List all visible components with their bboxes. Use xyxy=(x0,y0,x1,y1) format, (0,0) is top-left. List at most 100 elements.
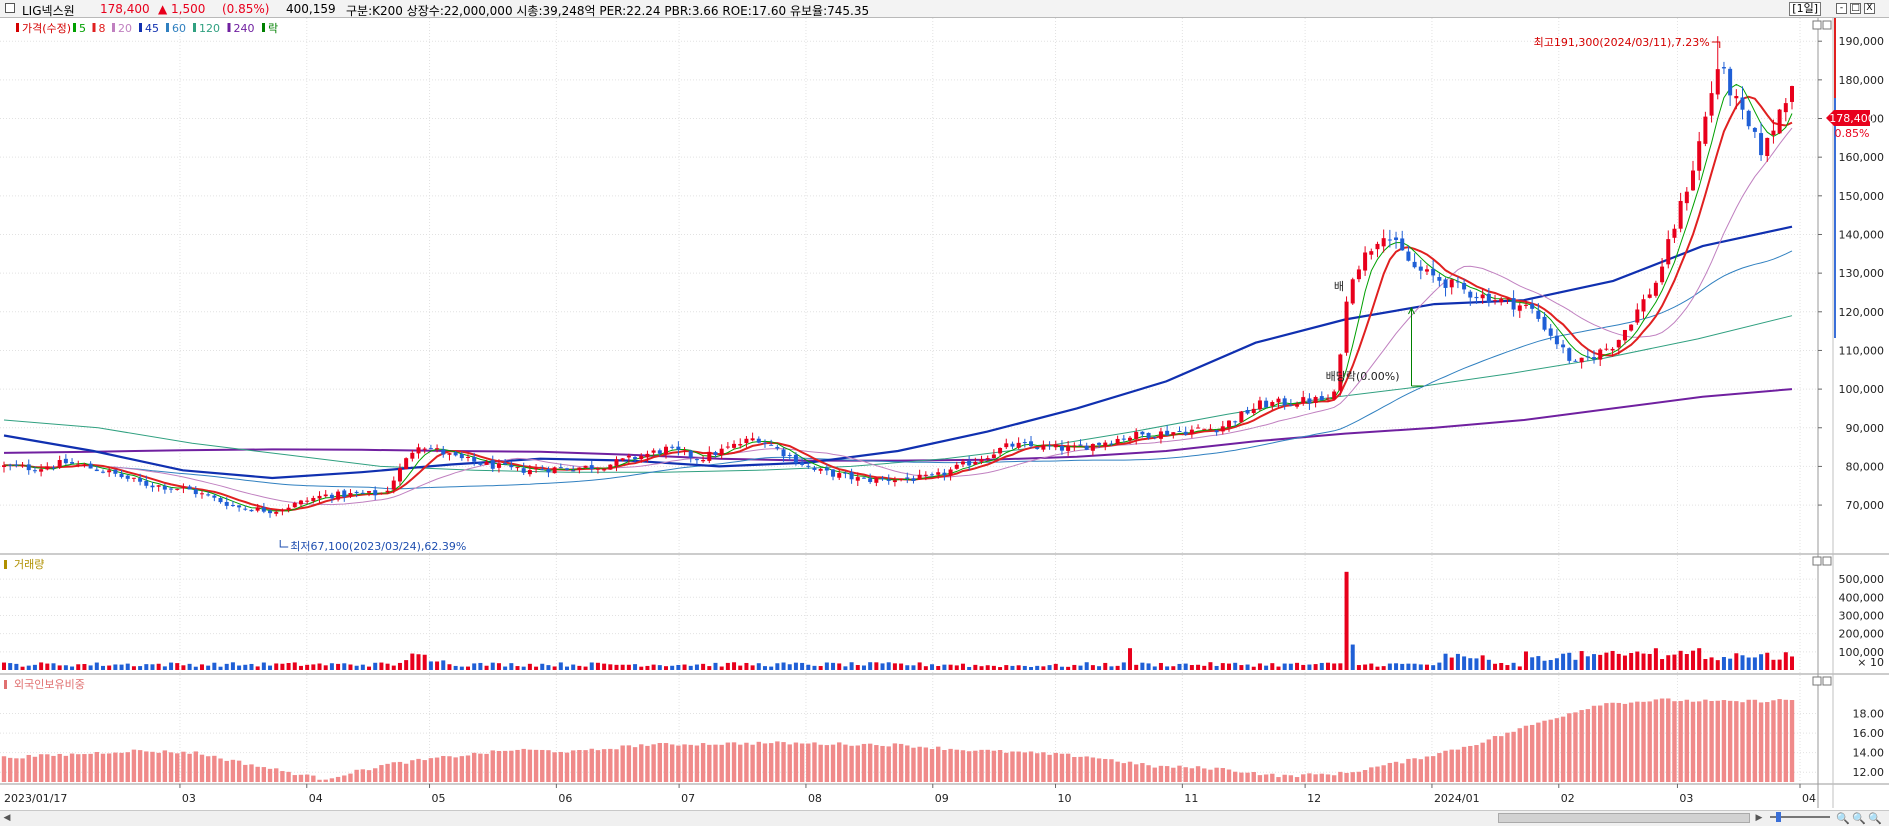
foreign-ratio-bar xyxy=(632,747,638,782)
foreign-ratio-bar xyxy=(1703,699,1708,782)
foreign-ratio-bar xyxy=(1486,739,1492,782)
foreign-ratio-bar xyxy=(1573,712,1578,782)
volume-bar xyxy=(459,666,464,670)
candle-body xyxy=(1616,339,1621,348)
candle-body xyxy=(1790,86,1794,102)
foreign-ratio-bar xyxy=(1189,768,1195,782)
foreign-ratio-bar xyxy=(1653,699,1659,782)
candle-body xyxy=(719,448,724,456)
foreign-ratio-bar xyxy=(1350,772,1355,782)
foreign-ratio-bar xyxy=(422,760,427,782)
candle-body xyxy=(645,453,650,458)
zoom-out-icon[interactable]: 🔍 xyxy=(1868,812,1882,825)
candle-body xyxy=(397,468,402,482)
foreign-ratio-bar xyxy=(267,768,273,782)
price-legend[interactable]: 가격(수정) 5 8 20 45 60 120 240 락 xyxy=(16,22,278,35)
volume-bar xyxy=(1592,654,1597,670)
horizontal-scrollbar[interactable]: ◀ ▶ 🔍 🔍 🔍 xyxy=(0,810,1889,826)
candle-body xyxy=(410,452,415,459)
minimize-icon[interactable]: - xyxy=(1836,3,1847,14)
foreign-ratio-bar xyxy=(973,750,978,782)
scroll-right-icon[interactable]: ▶ xyxy=(1755,813,1763,823)
candle-body xyxy=(466,456,471,458)
volume-bar xyxy=(1035,665,1040,670)
volume-bar xyxy=(144,664,149,670)
volume-bar xyxy=(249,663,254,670)
volume-bar xyxy=(14,663,19,670)
candle-body xyxy=(1301,397,1306,404)
candle-body xyxy=(100,471,105,473)
foreign-ratio-bar xyxy=(1338,771,1343,782)
candle-body xyxy=(930,474,935,476)
volume-bar xyxy=(812,665,817,670)
foreign-ratio-bar xyxy=(249,764,254,782)
scroll-thumb[interactable] xyxy=(1498,813,1750,823)
window-icon[interactable] xyxy=(5,3,15,13)
candle-body xyxy=(1128,437,1133,441)
stock-chart[interactable]: 최고191,300(2024/03/11),7.23% 최저67,100(2023… xyxy=(0,18,1889,810)
y-tick-label: 16.00 xyxy=(1853,727,1885,740)
x-tick-label: 02 xyxy=(1561,792,1575,805)
scroll-left-icon[interactable]: ◀ xyxy=(3,813,11,823)
ma-5-line xyxy=(3,83,1793,512)
foreign-ratio-bar xyxy=(88,753,93,782)
volume-bar xyxy=(1709,657,1714,670)
zoom-slider[interactable] xyxy=(1770,816,1830,818)
volume-bar xyxy=(1740,655,1745,670)
candle-body xyxy=(150,485,155,488)
volume-bar xyxy=(1771,659,1776,670)
maximize-icon[interactable]: □ xyxy=(1850,3,1861,14)
period-selector[interactable]: [1일] xyxy=(1789,2,1821,16)
foreign-ratio-bar xyxy=(1004,752,1009,782)
volume-bar xyxy=(26,665,31,670)
foreign-ratio-bar xyxy=(1734,701,1739,782)
last-pct-label: 0.85% xyxy=(1835,127,1870,140)
candle-body xyxy=(1332,391,1337,400)
candle-body xyxy=(1022,442,1027,444)
candle-body xyxy=(1010,443,1015,447)
foreign-ratio-bar xyxy=(342,775,347,782)
candle-body xyxy=(509,464,514,468)
volume-bar xyxy=(1523,651,1528,670)
zoom-reset-icon[interactable]: 🔍 xyxy=(1852,812,1866,825)
foreign-ratio-bar xyxy=(1053,752,1058,782)
candle-body xyxy=(1363,252,1368,271)
volume-bar xyxy=(1226,663,1231,670)
zoom-slider-knob[interactable] xyxy=(1776,812,1781,822)
ma-120-line xyxy=(3,315,1793,473)
foreign-ratio-bar xyxy=(1400,763,1405,782)
foreign-legend-swatch xyxy=(4,680,7,689)
volume-bar xyxy=(589,662,594,670)
zoom-in-icon[interactable]: 🔍 xyxy=(1836,812,1850,825)
close-icon[interactable]: X xyxy=(1864,3,1875,14)
candle-body xyxy=(305,500,310,502)
x-axis: 2023/01/17 03 04 05 06 07 08 09 10 11 12 2024/01 02 0… xyxy=(4,784,1816,805)
panel-buttons[interactable] xyxy=(1812,20,1832,686)
foreign-ratio-bar xyxy=(997,750,1003,782)
foreign-ratio-bar xyxy=(1022,752,1028,782)
candle-body xyxy=(899,478,904,480)
foreign-ratio-bar xyxy=(892,743,898,782)
volume-bar xyxy=(769,666,774,670)
candle-body xyxy=(422,448,427,450)
x-tick-label: 2023/01/17 xyxy=(4,792,67,805)
foreign-ratio-bar xyxy=(911,747,916,782)
volume-bar xyxy=(756,663,761,670)
foreign-ratio-bar xyxy=(1529,724,1535,782)
candle-body xyxy=(806,465,811,467)
volume-bar xyxy=(397,662,402,670)
candle-body xyxy=(94,469,99,472)
candle-body xyxy=(967,460,972,466)
foreign-ratio-bar xyxy=(137,750,143,782)
foreign-ratio-bar xyxy=(69,753,75,782)
volume-bar xyxy=(1313,664,1318,670)
candle-body xyxy=(837,473,842,478)
foreign-ratio-bar xyxy=(280,771,285,782)
volume-bar xyxy=(57,665,62,670)
candle-body xyxy=(1109,443,1114,445)
candle-body xyxy=(849,472,854,480)
stock-name[interactable]: LIG넥스원 xyxy=(22,4,75,18)
candle-body xyxy=(1703,116,1708,144)
candle-body xyxy=(1530,303,1535,309)
volume-bar xyxy=(868,662,873,670)
